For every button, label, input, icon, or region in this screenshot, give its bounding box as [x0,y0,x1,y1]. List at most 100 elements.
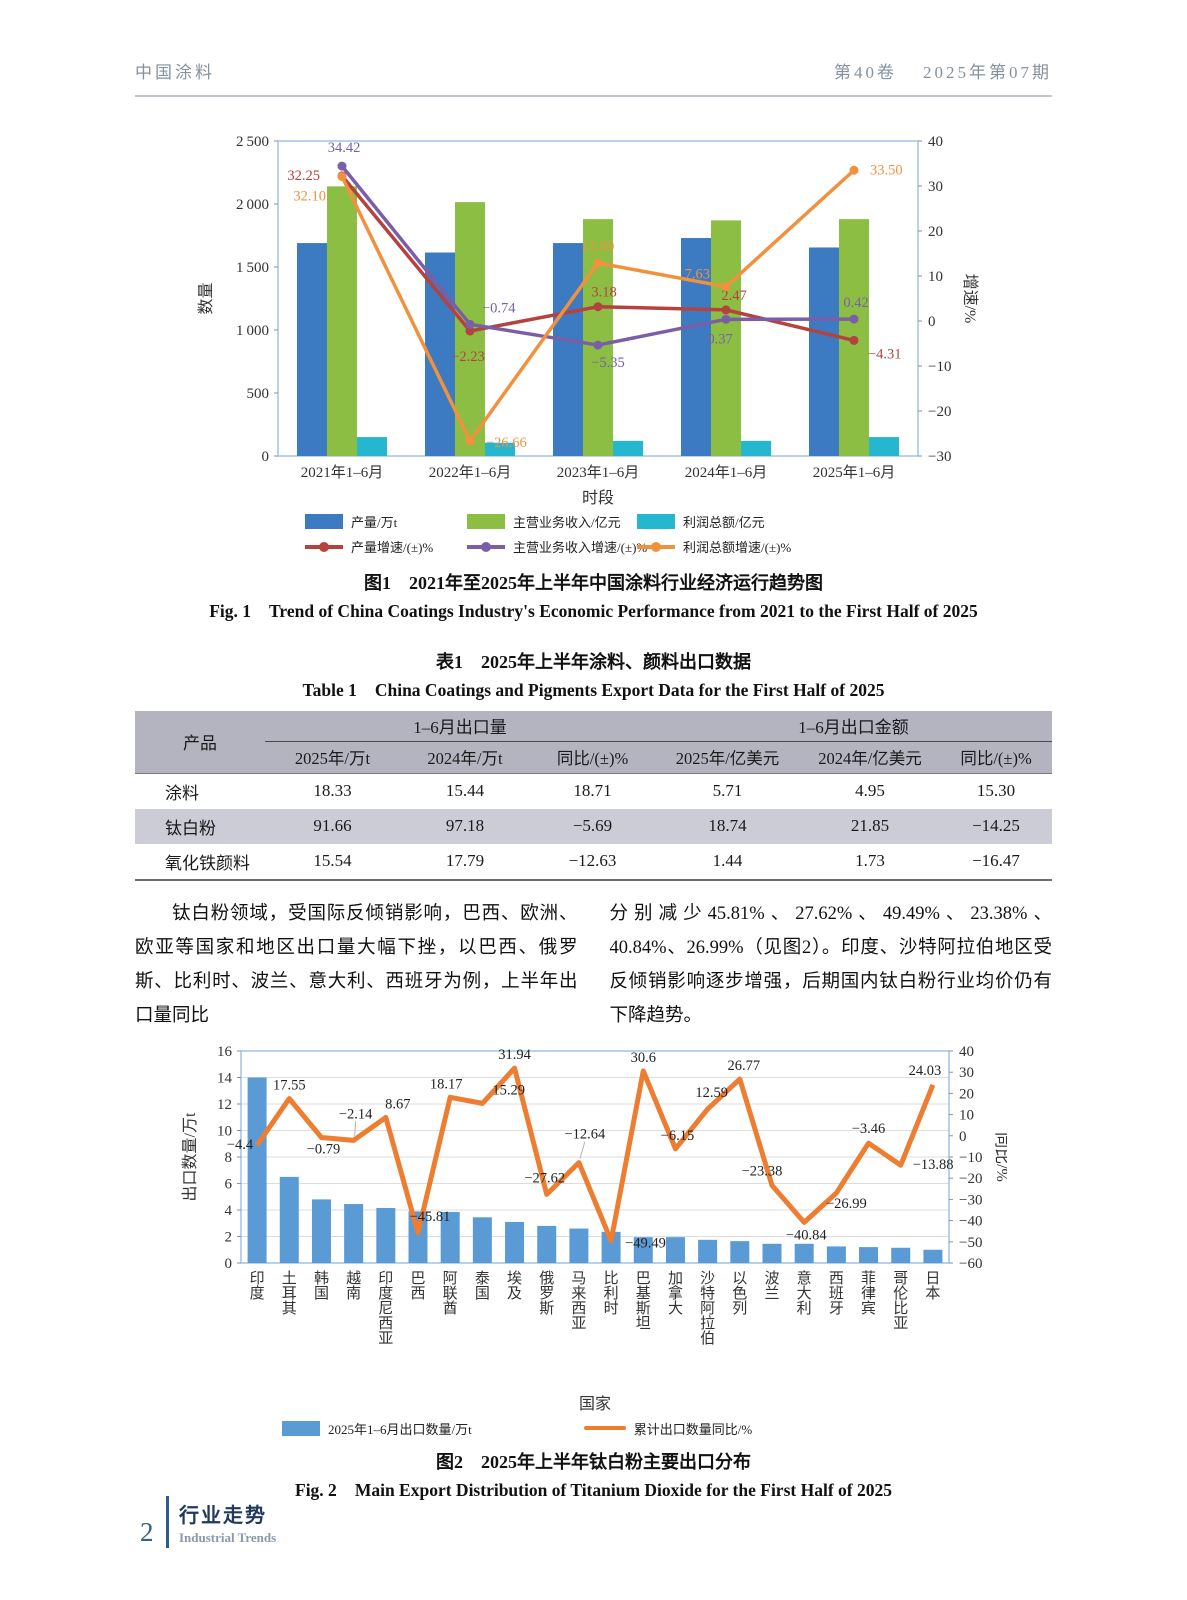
col-product-header: 产品 [135,711,265,773]
legend-item-revenue-growth: 主营业务收入增速/(±)% [467,537,647,556]
svg-text:−12.64: −12.64 [565,1126,607,1142]
fig1-legend-row-lines: 产量增速/(±)% 主营业务收入增速/(±)% 利润总额增速/(±)% [305,534,1052,559]
table1-caption-en: Table 1 China Coatings and Pigments Expor… [135,680,1052,701]
svg-text:18.17: 18.17 [430,1076,463,1092]
svg-text:−50: −50 [959,1234,982,1250]
svg-text:2022年1–6月: 2022年1–6月 [429,464,512,481]
svg-text:2: 2 [225,1229,233,1245]
svg-text:40: 40 [928,134,943,150]
svg-text:24.03: 24.03 [909,1062,942,1078]
legend-item-profit: 利润总额/亿元 [637,512,765,531]
svg-text:0: 0 [262,449,270,465]
fig1-legend-row-bars: 产量/万t 主营业务收入/亿元 利润总额/亿元 [305,509,1052,534]
svg-text:数量: 数量 [197,282,215,314]
svg-text:西班牙: 西班牙 [829,1271,844,1317]
subhead: 2025年/万t [265,741,400,773]
svg-text:巴西: 巴西 [410,1271,425,1302]
value-cell: 4.95 [855,781,885,800]
table-header: 产品 1–6月出口量 1–6月出口金额 2025年/万t 2024年/万t 同比… [135,711,1052,773]
value-cell: 15.30 [976,781,1016,800]
paragraph: 钛白粉领域，受国际反倾销影响，巴西、欧洲、欧亚等国家和地区出口量大幅下挫，以巴西… [135,903,578,1026]
svg-text:0: 0 [928,314,936,330]
svg-text:20: 20 [959,1086,974,1102]
export-data-table: 产品 1–6月出口量 1–6月出口金额 2025年/万t 2024年/万t 同比… [135,711,1052,881]
value-cell: 97.18 [400,808,530,844]
svg-text:韩国: 韩国 [314,1270,329,1302]
svg-text:出口数量/万t: 出口数量/万t [181,1112,199,1201]
legend-label: 产量/万t [351,515,398,530]
legend-label: 主营业务收入增速/(±)% [513,540,648,555]
fig2-caption-zh: 图2 2025年上半年钛白粉主要出口分布 [135,1448,1052,1474]
subhead: 2025年/亿美元 [655,741,800,773]
svg-text:30: 30 [928,179,943,195]
svg-text:−4.4: −4.4 [227,1137,254,1153]
svg-text:1 000: 1 000 [236,323,269,339]
legend-label: 2025年1–6月出口数量/万t [328,1421,472,1437]
subhead: 同比/(±)% [530,741,655,773]
value-cell: 18.71 [573,781,612,800]
svg-text:−40: −40 [959,1213,982,1229]
value-cell: −16.47 [972,851,1020,870]
fig-label: 图1 [364,573,391,593]
svg-text:印度: 印度 [250,1270,265,1302]
svg-text:加拿大: 加拿大 [668,1270,683,1317]
svg-text:20: 20 [928,224,943,240]
fig-title: 2025年上半年钛白粉主要出口分布 [481,1451,751,1472]
svg-text:比利时: 比利时 [604,1270,619,1317]
subhead: 同比/(±)% [940,741,1052,773]
footer-divider [165,1496,169,1548]
svg-text:−23.38: −23.38 [742,1163,783,1179]
svg-text:马来西亚: 马来西亚 [571,1270,586,1332]
svg-text:30: 30 [959,1065,974,1081]
product-cell: 涂料 [165,783,199,803]
svg-text:埃及: 埃及 [507,1270,522,1302]
value-cell: 15.44 [445,781,485,800]
fig1-legend: 产量/万t 主营业务收入/亿元 利润总额/亿元 产量增速/(±)% 主营业务收入… [305,509,1052,559]
fig-title: 2021年至2025年上半年中国涂料行业经济运行趋势图 [409,573,823,593]
svg-text:6: 6 [225,1176,233,1192]
svg-text:国家: 国家 [579,1395,611,1413]
svg-text:−2.14: −2.14 [339,1106,373,1122]
fig-label: Fig. 1 [209,601,252,621]
value-cell: 1.44 [712,851,743,870]
svg-text:−20: −20 [959,1171,982,1187]
legend-item-output: 产量/万t [305,512,467,531]
volume-label: 第40卷 [834,63,897,82]
svg-text:以色列: 以色列 [732,1271,747,1317]
line-marker-icon [583,1425,626,1431]
svg-text:−27.62: −27.62 [524,1170,565,1186]
value-cell: −12.63 [568,851,617,870]
svg-text:1 500: 1 500 [236,260,269,276]
bar-swatch-icon [282,1420,320,1436]
svg-text:日本: 日本 [925,1271,940,1302]
legend-label: 利润总额/亿元 [683,515,765,530]
svg-text:增速/%: 增速/% [961,274,979,324]
table-row: 涂料 18.33 15.44 18.71 5.71 4.95 15.30 [135,773,1052,809]
table-label: Table 1 [302,680,357,700]
fig-title: Main Export Distribution of Titanium Dio… [354,1479,892,1500]
svg-text:阿联酋: 阿联酋 [443,1270,458,1317]
legend-label: 利润总额增速/(±)% [683,540,792,555]
fig2-legend: 2025年1–6月出口数量/万t 累计出口数量同比/% [282,1419,1052,1438]
bar-swatch-icon [637,514,675,529]
fig2-combo-chart: 0 2 4 6 8 10 12 14 16 −60 −50 −40 −30 −20 −10 0 10 20 30 40… [181,1044,1007,1413]
svg-text:哥伦比亚: 哥伦比亚 [893,1271,908,1332]
section-name-zh: 行业走势 [179,1504,267,1527]
legend-label: 累计出口数量同比/% [633,1421,753,1437]
fig-label: Fig. 2 [295,1479,337,1500]
svg-text:时段: 时段 [582,489,614,507]
value-cell: 1.73 [855,851,885,870]
svg-text:30.6: 30.6 [631,1049,656,1065]
svg-text:意大利: 意大利 [797,1269,812,1317]
svg-text:2023年1–6月: 2023年1–6月 [557,464,640,481]
issue-info: 第40卷 2025年第07期 [834,58,1052,83]
legend-label: 产量增速/(±)% [351,540,434,555]
running-head: 中国涂料 第40卷 2025年第07期 [135,58,1052,97]
svg-text:−26.99: −26.99 [826,1196,867,1212]
svg-text:−6.15: −6.15 [661,1127,695,1143]
issue-label: 2025年第07期 [923,63,1052,82]
svg-text:10: 10 [959,1107,974,1123]
bar-swatch-icon [305,514,343,529]
svg-text:−30: −30 [959,1192,982,1208]
svg-text:−60: −60 [959,1256,982,1272]
